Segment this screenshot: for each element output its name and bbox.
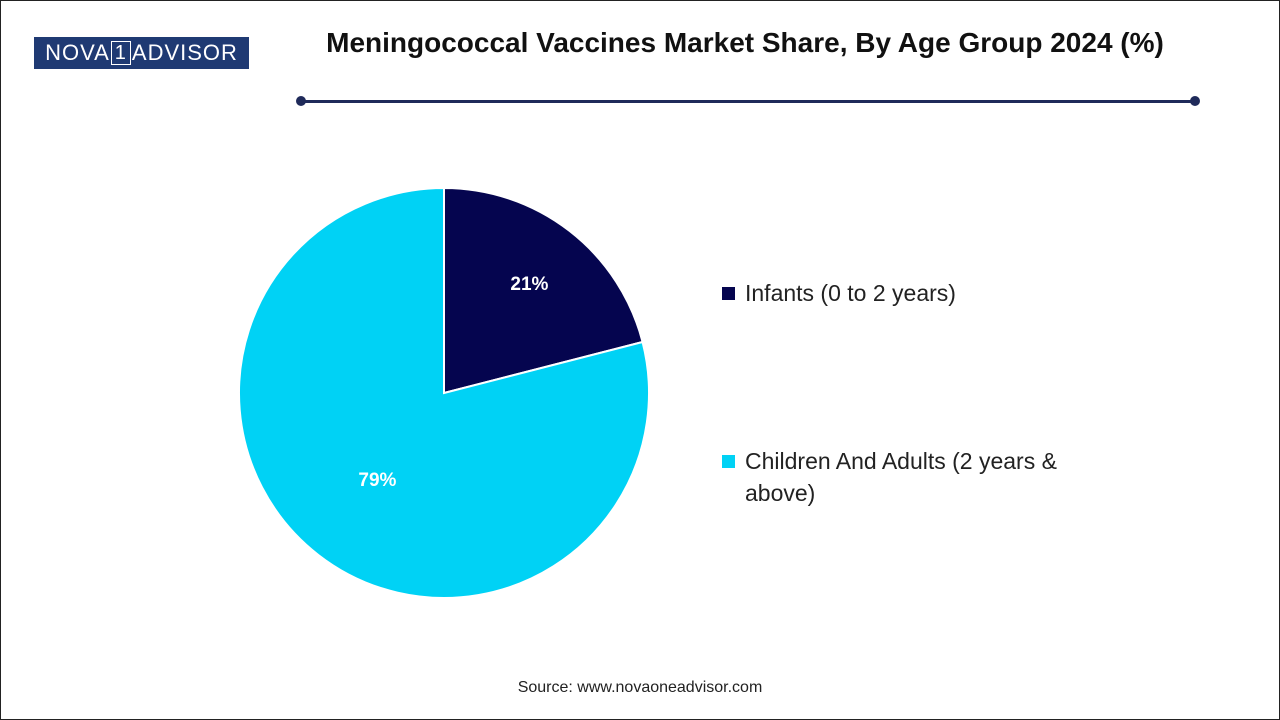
logo-text-mid: 1 <box>110 41 131 65</box>
legend-swatch-infants <box>722 287 735 300</box>
logo-text-left: NOVA <box>45 40 110 65</box>
title-divider <box>301 100 1195 103</box>
logo-text-right: ADVISOR <box>131 40 238 65</box>
pie-slice-infants <box>443 186 644 395</box>
brand-logo: NOVA 1 ADVISOR <box>34 37 249 69</box>
legend-item-children-adults: Children And Adults (2 years & above) <box>722 445 1115 509</box>
legend-label-children-adults: Children And Adults (2 years & above) <box>745 448 1057 506</box>
data-label-infants: 21% <box>510 274 548 295</box>
data-label-children-adults: 79% <box>358 470 396 491</box>
chart-title: Meningococcal Vaccines Market Share, By … <box>326 27 1164 58</box>
pie-slice-children-adults <box>238 186 650 599</box>
legend-swatch-children-adults <box>722 455 735 468</box>
legend-item-infants: Infants (0 to 2 years) <box>722 277 1115 309</box>
divider-left-dot <box>296 96 306 106</box>
legend-label-infants: Infants (0 to 2 years) <box>745 280 956 306</box>
divider-right-dot <box>1190 96 1200 106</box>
source-note: Source: www.novaoneadvisor.com <box>517 679 763 696</box>
